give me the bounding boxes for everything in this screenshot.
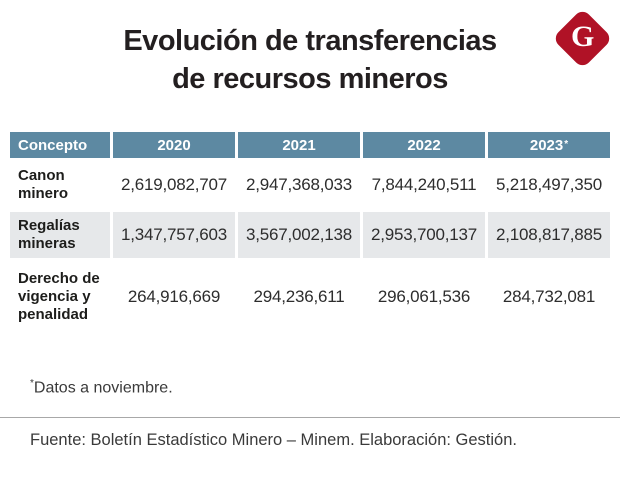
cell-derecho-2022: 296,061,536 <box>377 287 471 306</box>
cell-regalias-2021: 3,567,002,138 <box>238 212 360 258</box>
page-title-line-2: de recursos mineros <box>172 63 448 95</box>
col-header-2023-label: 2023 <box>529 136 564 154</box>
col-header-2022: 2022 <box>363 132 485 158</box>
footnote-text: Datos a noviembre. <box>33 379 173 397</box>
col-header-2020: 2020 <box>113 132 235 158</box>
cell-derecho-2023: 284,732,081 <box>502 287 596 306</box>
page-title: Evolución de transferencias de recursos … <box>0 0 620 98</box>
row-label-regalias-mineras: Regalías mineras <box>10 212 110 258</box>
footnote: *Datos a noviembre. <box>30 378 620 397</box>
cell-regalias-2020: 1,347,757,603 <box>113 212 235 258</box>
cell-canon-2022: 7,844,240,511 <box>371 175 477 194</box>
footnote-asterisk-icon: * <box>30 378 34 389</box>
gestion-logo: G <box>551 7 613 69</box>
logo-letter: G <box>570 19 594 53</box>
cell-canon-2020: 2,619,082,707 <box>120 175 228 194</box>
cell-derecho-2020: 264,916,669 <box>127 287 221 306</box>
transfers-table: Concepto 2020 2021 2022 2023 * Canon mine… <box>10 132 612 334</box>
cell-canon-2023: 5,218,497,350 <box>495 175 603 194</box>
source-credit: Fuente: Boletín Estadístico Minero – Min… <box>30 431 517 450</box>
col-header-concepto: Concepto <box>10 132 110 158</box>
cell-regalias-2022: 2,953,700,137 <box>363 212 485 258</box>
divider <box>0 417 620 419</box>
page-title-line-1: Evolución de transferencias <box>123 25 497 57</box>
row-label-canon-minero: Canon minero <box>18 167 69 202</box>
cell-regalias-2023: 2,108,817,885 <box>488 212 610 258</box>
cell-derecho-2021: 294,236,611 <box>253 287 345 306</box>
row-label-derecho-vigencia: Derecho de vigencia y penalidad <box>18 270 100 323</box>
logo-diamond-icon: G <box>551 7 613 69</box>
cell-canon-2021: 2,947,368,033 <box>245 175 353 194</box>
col-header-2023: 2023 * <box>488 132 610 158</box>
col-header-2021: 2021 <box>238 132 360 158</box>
